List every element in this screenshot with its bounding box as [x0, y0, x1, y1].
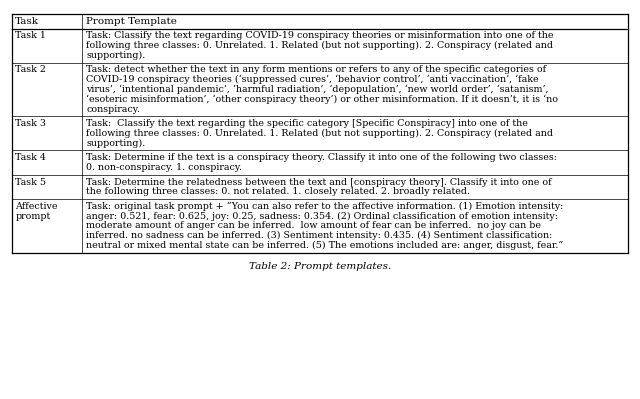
Text: moderate amount of anger can be inferred.  low amount of fear can be inferred.  : moderate amount of anger can be inferred…: [86, 221, 541, 231]
Text: following three classes: 0. Unrelated. 1. Related (but not supporting). 2. Consp: following three classes: 0. Unrelated. 1…: [86, 41, 554, 50]
Text: Task: Task: [15, 17, 40, 26]
Text: Affective: Affective: [15, 202, 58, 211]
Text: anger: 0.521, fear: 0.625, joy: 0.25, sadness: 0.354. (2) Ordinal classification: anger: 0.521, fear: 0.625, joy: 0.25, sa…: [86, 211, 558, 221]
Text: Prompt Template: Prompt Template: [86, 17, 177, 26]
Text: prompt: prompt: [15, 211, 51, 221]
Text: Task 1: Task 1: [15, 31, 46, 40]
Text: COVID-19 conspiracy theories (‘suppressed cures’, ‘behavior control’, ‘anti vacc: COVID-19 conspiracy theories (‘suppresse…: [86, 75, 539, 84]
Text: Task: Determine the relatedness between the text and [conspiracy theory]. Classi: Task: Determine the relatedness between …: [86, 178, 552, 187]
Text: Task 3: Task 3: [15, 119, 46, 128]
Text: virus’, ‘intentional pandemic’, ‘harmful radiation’, ‘depopulation’, ‘new world : virus’, ‘intentional pandemic’, ‘harmful…: [86, 85, 549, 94]
Text: Task: original task prompt + “You can also refer to the affective information. (: Task: original task prompt + “You can al…: [86, 202, 564, 211]
Text: conspiracy.: conspiracy.: [86, 105, 140, 114]
Text: inferred. no sadness can be inferred. (3) Sentiment intensity: 0.435. (4) Sentim: inferred. no sadness can be inferred. (3…: [86, 231, 553, 240]
Text: supporting).: supporting).: [86, 138, 145, 148]
Text: Table 2: Prompt templates.: Table 2: Prompt templates.: [249, 262, 391, 271]
Text: Task:  Classify the text regarding the specific category [Specific Conspiracy] i: Task: Classify the text regarding the sp…: [86, 119, 528, 128]
Text: Task: detect whether the text in any form mentions or refers to any of the speci: Task: detect whether the text in any for…: [86, 65, 547, 75]
Text: Task 4: Task 4: [15, 153, 46, 162]
Text: Task 2: Task 2: [15, 65, 46, 75]
Text: 0. non-conspiracy. 1. conspiracy.: 0. non-conspiracy. 1. conspiracy.: [86, 163, 243, 172]
Text: the following three classes: 0. not related. 1. closely related. 2. broadly rela: the following three classes: 0. not rela…: [86, 187, 470, 196]
Text: Task 5: Task 5: [15, 178, 46, 187]
Text: Task: Classify the text regarding COVID-19 conspiracy theories or misinformation: Task: Classify the text regarding COVID-…: [86, 31, 554, 40]
Text: neutral or mixed mental state can be inferred. (5) The emotions included are: an: neutral or mixed mental state can be inf…: [86, 241, 564, 250]
Text: ‘esoteric misinformation’, ‘other conspiracy theory’) or other misinformation. I: ‘esoteric misinformation’, ‘other conspi…: [86, 95, 558, 104]
Text: supporting).: supporting).: [86, 51, 145, 60]
Text: Task: Determine if the text is a conspiracy theory. Classify it into one of the : Task: Determine if the text is a conspir…: [86, 153, 557, 162]
Text: following three classes: 0. Unrelated. 1. Related (but not supporting). 2. Consp: following three classes: 0. Unrelated. 1…: [86, 129, 554, 138]
